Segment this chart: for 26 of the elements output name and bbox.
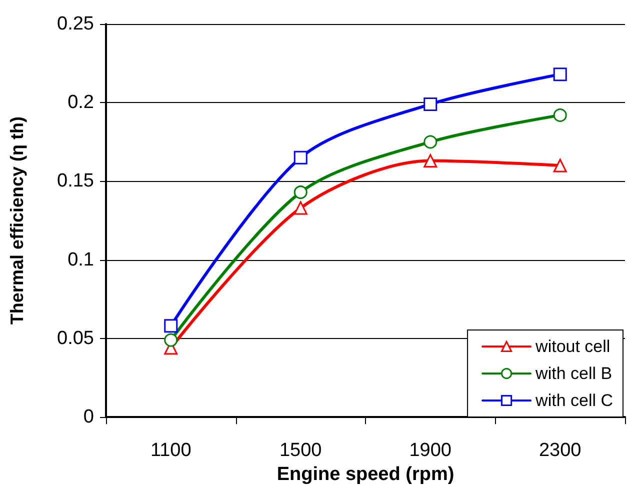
y-tick-label: 0.1 [68,249,94,270]
point [553,158,567,172]
legend-label: with cell B [534,364,612,383]
point [294,186,308,199]
point [553,108,567,122]
legend-label: with cell C [534,391,614,410]
point [553,68,567,82]
y-tick-label: 0.15 [57,170,94,192]
point [424,154,438,168]
point [424,97,438,111]
point [424,135,438,149]
y-tick-label: 0.05 [57,328,94,349]
point [164,333,178,347]
y-tick-label: 0.2 [68,92,94,114]
x-axis-title: Engine speed (rpm) [276,464,454,485]
point [294,201,308,215]
x-tick-label: 1500 [279,440,322,462]
x-tick-label: 1900 [409,440,452,462]
point [294,150,308,164]
point [164,319,178,333]
legend-label: witout cell [534,337,610,356]
x-tick-label: 2300 [538,440,582,462]
y-tick-label: 0.25 [57,14,94,34]
x-tick-label: 1100 [150,440,192,462]
y-tick-label: 0 [83,406,94,428]
y-axis-title: Thermal efficiency (η th) [7,116,27,325]
